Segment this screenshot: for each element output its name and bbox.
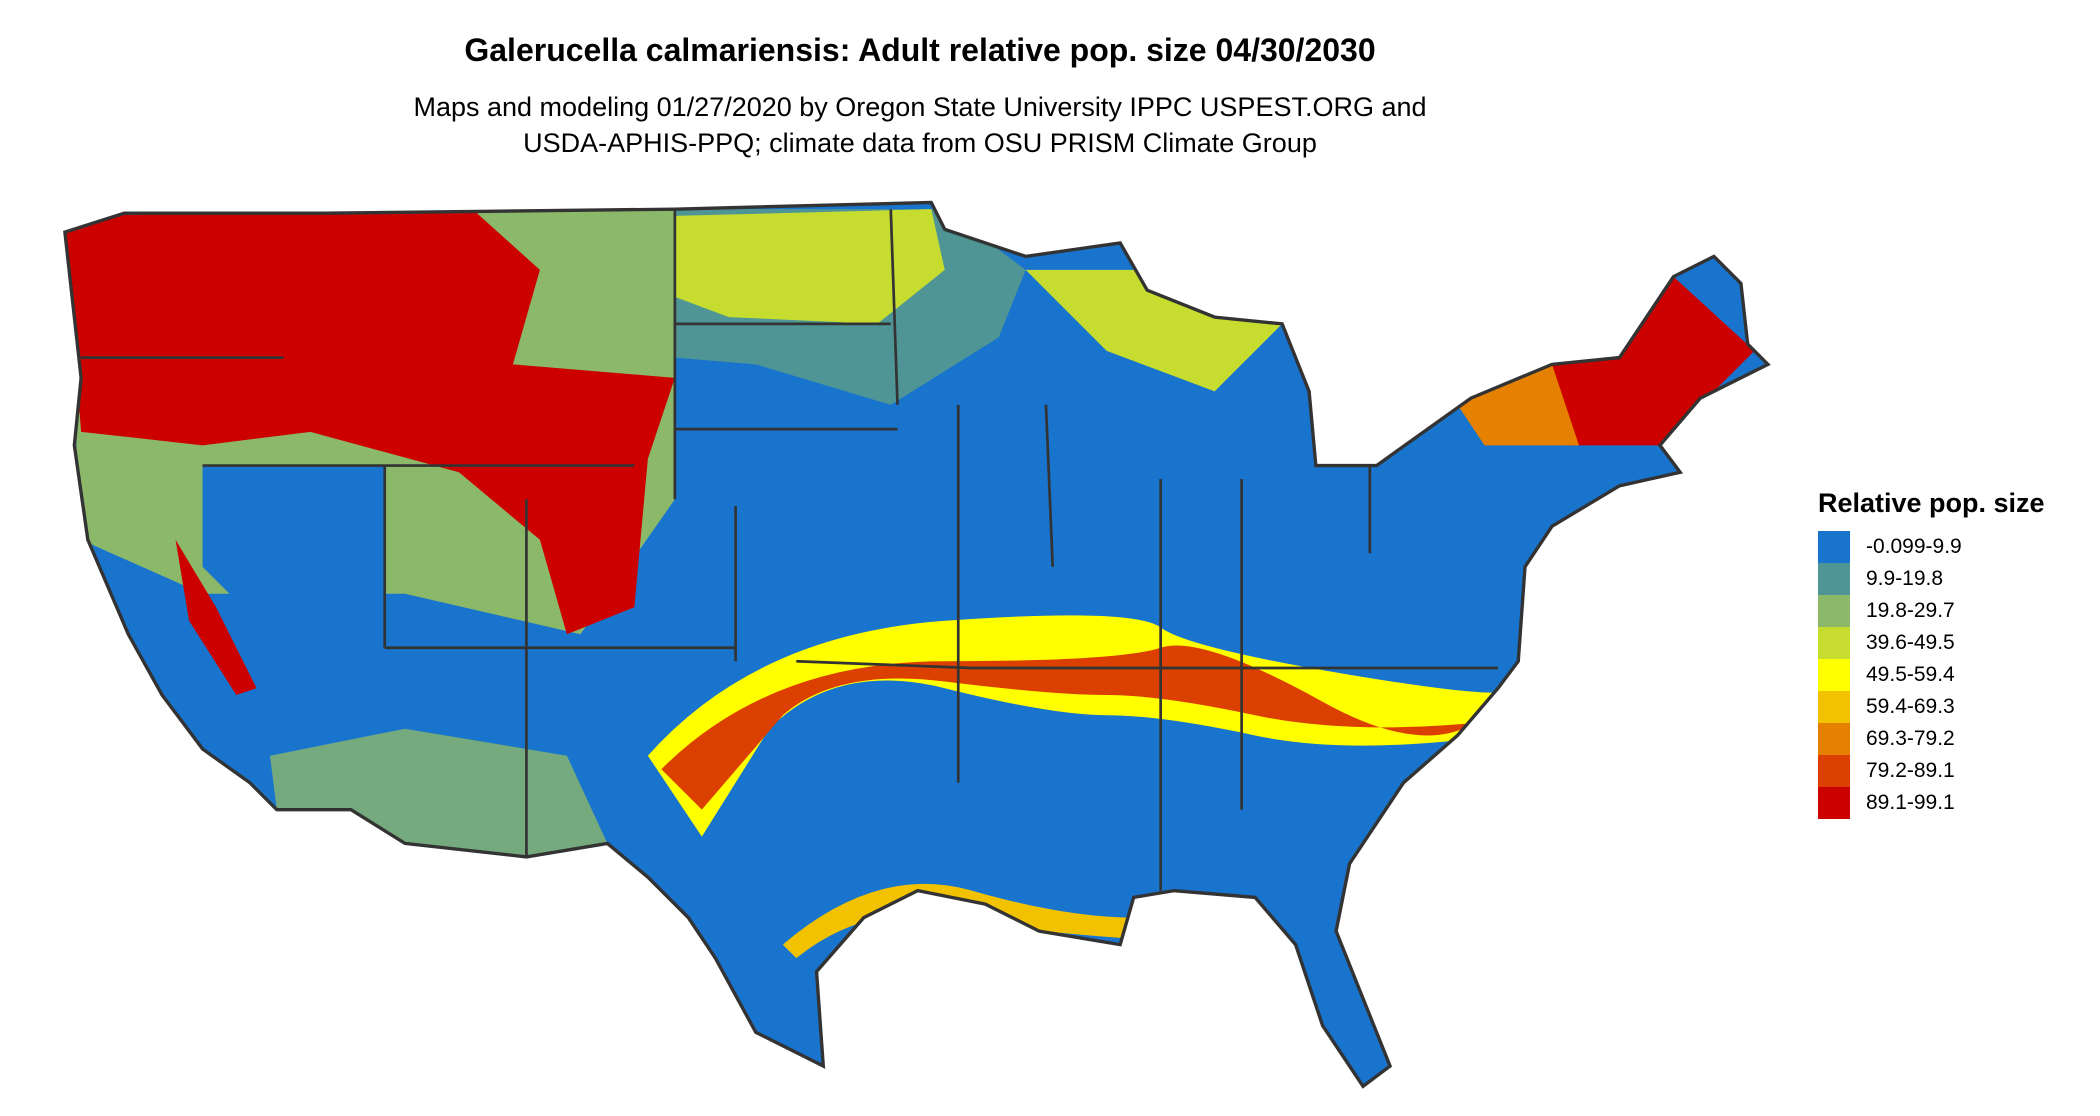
legend-entry: 49.5-59.4: [1818, 659, 2045, 691]
dakota-green: [674, 209, 945, 324]
legend-swatch: [1818, 627, 1850, 659]
legend: Relative pop. size -0.099-9.9 9.9-19.8 19.…: [1818, 488, 2045, 819]
legend-entry: 39.6-49.5: [1818, 627, 2045, 659]
legend-label: 49.5-59.4: [1866, 663, 1955, 686]
legend-swatch: [1818, 563, 1850, 595]
legend-label: 89.1-99.1: [1866, 791, 1955, 814]
great-basin-blue: [202, 465, 385, 648]
state-borders: [81, 209, 1499, 891]
legend-entry: -0.099-9.9: [1818, 531, 2045, 563]
legend-label: 59.4-69.3: [1866, 695, 1955, 718]
legend-entry: 69.3-79.2: [1818, 723, 2045, 755]
legend-entry: 59.4-69.3: [1818, 691, 2045, 723]
subtitle-line-1: Maps and modeling 01/27/2020 by Oregon S…: [413, 92, 1427, 122]
legend-label: 9.9-19.8: [1866, 567, 1944, 590]
legend-label: -0.099-9.9: [1866, 535, 1962, 558]
legend-swatch: [1818, 659, 1850, 691]
legend-entry: 19.8-29.7: [1818, 595, 2045, 627]
northwest-red: [64, 209, 675, 635]
legend-label: 79.2-89.1: [1866, 759, 1955, 782]
legend-label: 69.3-79.2: [1866, 727, 1955, 750]
legend-swatch: [1818, 723, 1850, 755]
legend-swatch: [1818, 691, 1850, 723]
legend-entry: 79.2-89.1: [1818, 755, 2045, 787]
legend-label: 19.8-29.7: [1866, 599, 1955, 622]
legend-swatch: [1818, 595, 1850, 627]
southern-band-red: [661, 645, 1499, 810]
northeast-orange: [1457, 364, 1579, 446]
legend-title: Relative pop. size: [1818, 488, 2045, 518]
northeast-red: [1511, 276, 1755, 446]
legend-swatch: [1818, 787, 1850, 819]
legend-entry: 9.9-19.8: [1818, 563, 2045, 595]
legend-entry: 89.1-99.1: [1818, 787, 2045, 819]
legend-swatch: [1818, 531, 1850, 563]
gulf-band: [782, 883, 1134, 959]
map-title: Galerucella calmariensis: Adult relative…: [464, 32, 1376, 68]
sierra-red: [175, 539, 257, 695]
legend-label: 39.6-49.5: [1866, 631, 1955, 654]
southwest-speckle: [270, 728, 608, 857]
legend-swatch: [1818, 755, 1850, 787]
subtitle-line-2: USDA-APHIS-PPQ; climate data from OSU PR…: [523, 128, 1317, 158]
